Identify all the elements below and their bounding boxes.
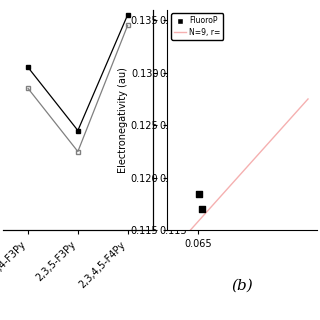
Legend: FluoroP, N=9, r=: FluoroP, N=9, r=	[171, 13, 223, 40]
Y-axis label: Electronegativity (au): Electronegativity (au)	[190, 67, 200, 173]
Text: (b): (b)	[231, 279, 253, 293]
Point	[199, 207, 204, 212]
Y-axis label: Electronegativity (au): Electronegativity (au)	[118, 67, 128, 173]
Point	[196, 191, 202, 196]
